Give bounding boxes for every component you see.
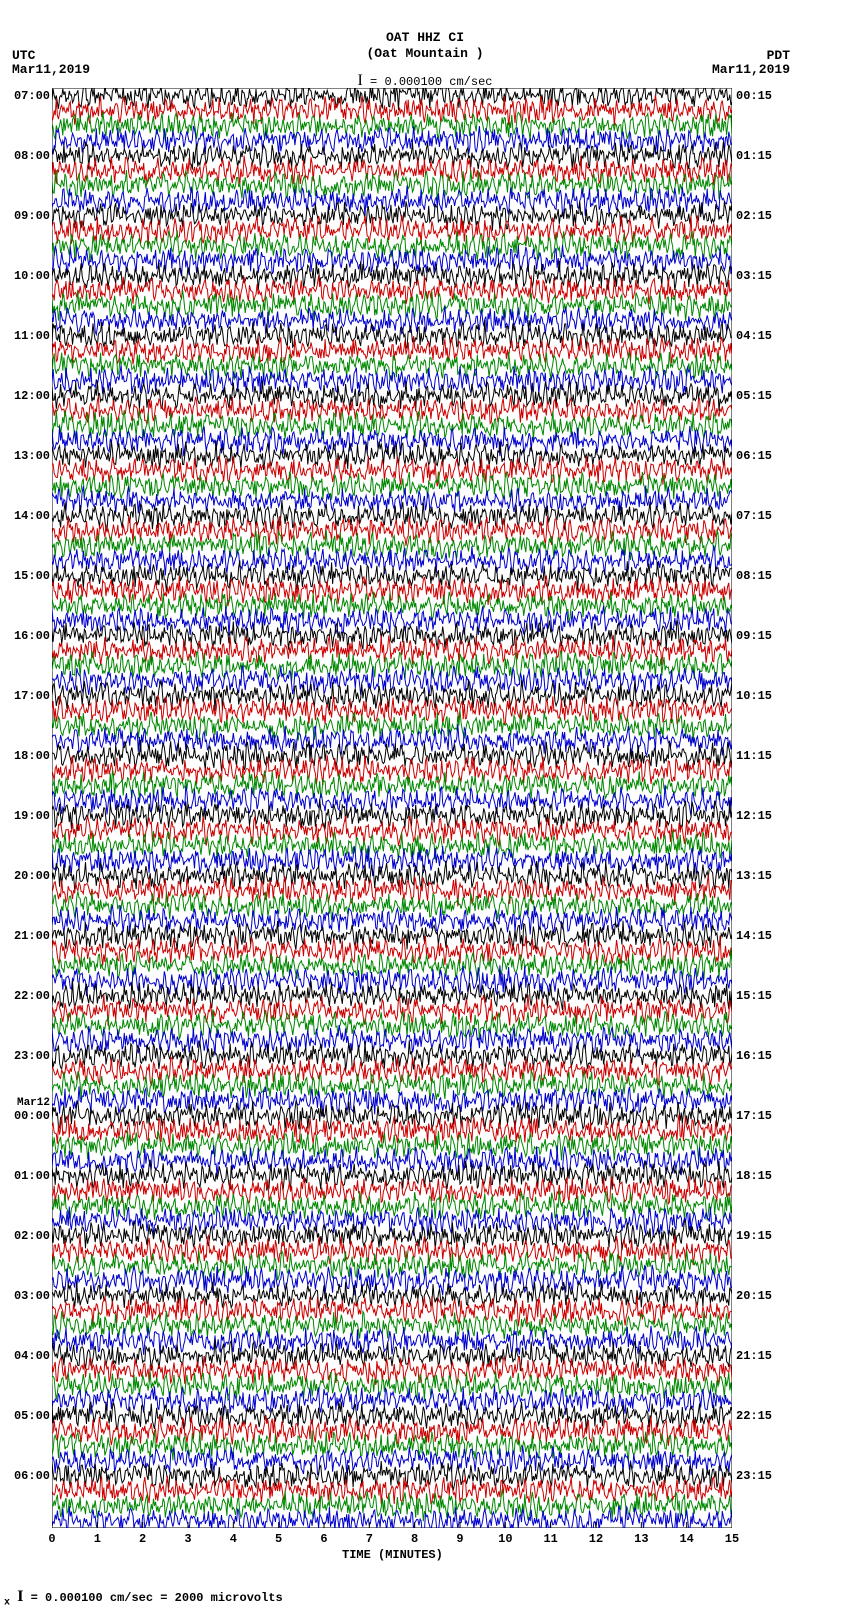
x-tick-label: 4 xyxy=(230,1532,237,1546)
pdt-time-label: 06:15 xyxy=(736,449,786,463)
pdt-time-label: 21:15 xyxy=(736,1349,786,1363)
utc-time-label: 03:00 xyxy=(0,1289,50,1303)
station-name: (Oat Mountain ) xyxy=(366,46,483,61)
x-tick-label: 1 xyxy=(94,1532,101,1546)
pdt-time-label: 01:15 xyxy=(736,149,786,163)
pdt-time-label: 14:15 xyxy=(736,929,786,943)
utc-time-label: 12:00 xyxy=(0,389,50,403)
x-tick-label: 10 xyxy=(498,1532,512,1546)
pdt-time-label: 19:15 xyxy=(736,1229,786,1243)
pdt-time-label: 12:15 xyxy=(736,809,786,823)
utc-time-label: 19:00 xyxy=(0,809,50,823)
utc-time-label: 15:00 xyxy=(0,569,50,583)
utc-time-label: 06:00 xyxy=(0,1469,50,1483)
pdt-time-label: 10:15 xyxy=(736,689,786,703)
x-tick-label: 0 xyxy=(48,1532,55,1546)
day-change-label: Mar12 xyxy=(0,1097,50,1109)
pdt-time-label: 13:15 xyxy=(736,869,786,883)
utc-date: Mar11,2019 xyxy=(12,62,90,77)
x-tick-label: 5 xyxy=(275,1532,282,1546)
x-tick-label: 14 xyxy=(679,1532,693,1546)
pdt-time-label: 08:15 xyxy=(736,569,786,583)
pdt-time-label: 18:15 xyxy=(736,1169,786,1183)
pdt-time-label: 22:15 xyxy=(736,1409,786,1423)
utc-time-label: 08:00 xyxy=(0,149,50,163)
x-tick-label: 6 xyxy=(320,1532,327,1546)
x-tick-label: 13 xyxy=(634,1532,648,1546)
pdt-time-label: 04:15 xyxy=(736,329,786,343)
helicorder-plot xyxy=(52,88,732,1528)
utc-label: UTC xyxy=(12,48,35,63)
footer-note: x I = 0.000100 cm/sec = 2000 microvolts xyxy=(4,1588,283,1608)
utc-time-label: 23:00 xyxy=(0,1049,50,1063)
x-tick-label: 9 xyxy=(456,1532,463,1546)
utc-time-label: 17:00 xyxy=(0,689,50,703)
utc-time-label: 22:00 xyxy=(0,989,50,1003)
station-code: OAT HHZ CI xyxy=(386,30,464,45)
pdt-time-label: 15:15 xyxy=(736,989,786,1003)
pdt-date: Mar11,2019 xyxy=(712,62,790,77)
utc-time-label: 21:00 xyxy=(0,929,50,943)
utc-time-label: 18:00 xyxy=(0,749,50,763)
pdt-time-label: 02:15 xyxy=(736,209,786,223)
utc-time-label: 20:00 xyxy=(0,869,50,883)
utc-time-label: 11:00 xyxy=(0,329,50,343)
pdt-time-label: 23:15 xyxy=(736,1469,786,1483)
pdt-time-label: 20:15 xyxy=(736,1289,786,1303)
x-axis-label: TIME (MINUTES) xyxy=(342,1548,443,1562)
pdt-time-label: 00:15 xyxy=(736,89,786,103)
x-tick-label: 12 xyxy=(589,1532,603,1546)
x-tick-label: 11 xyxy=(543,1532,557,1546)
utc-time-label: 07:00 xyxy=(0,89,50,103)
pdt-label: PDT xyxy=(767,48,790,63)
utc-time-label: 05:00 xyxy=(0,1409,50,1423)
utc-time-label: 00:00 xyxy=(0,1109,50,1123)
x-tick-label: 7 xyxy=(366,1532,373,1546)
pdt-time-label: 05:15 xyxy=(736,389,786,403)
utc-time-label: 04:00 xyxy=(0,1349,50,1363)
utc-time-label: 16:00 xyxy=(0,629,50,643)
x-tick-label: 3 xyxy=(184,1532,191,1546)
utc-time-label: 02:00 xyxy=(0,1229,50,1243)
utc-time-label: 10:00 xyxy=(0,269,50,283)
utc-time-label: 14:00 xyxy=(0,509,50,523)
helicorder-container: OAT HHZ CI (Oat Mountain ) UTC Mar11,201… xyxy=(0,0,850,1613)
pdt-time-label: 07:15 xyxy=(736,509,786,523)
pdt-time-label: 17:15 xyxy=(736,1109,786,1123)
pdt-time-label: 09:15 xyxy=(736,629,786,643)
utc-time-label: 13:00 xyxy=(0,449,50,463)
x-tick-label: 15 xyxy=(725,1532,739,1546)
utc-time-label: 09:00 xyxy=(0,209,50,223)
utc-time-label: 01:00 xyxy=(0,1169,50,1183)
pdt-time-label: 11:15 xyxy=(736,749,786,763)
x-tick-label: 2 xyxy=(139,1532,146,1546)
pdt-time-label: 16:15 xyxy=(736,1049,786,1063)
pdt-time-label: 03:15 xyxy=(736,269,786,283)
x-tick-label: 8 xyxy=(411,1532,418,1546)
